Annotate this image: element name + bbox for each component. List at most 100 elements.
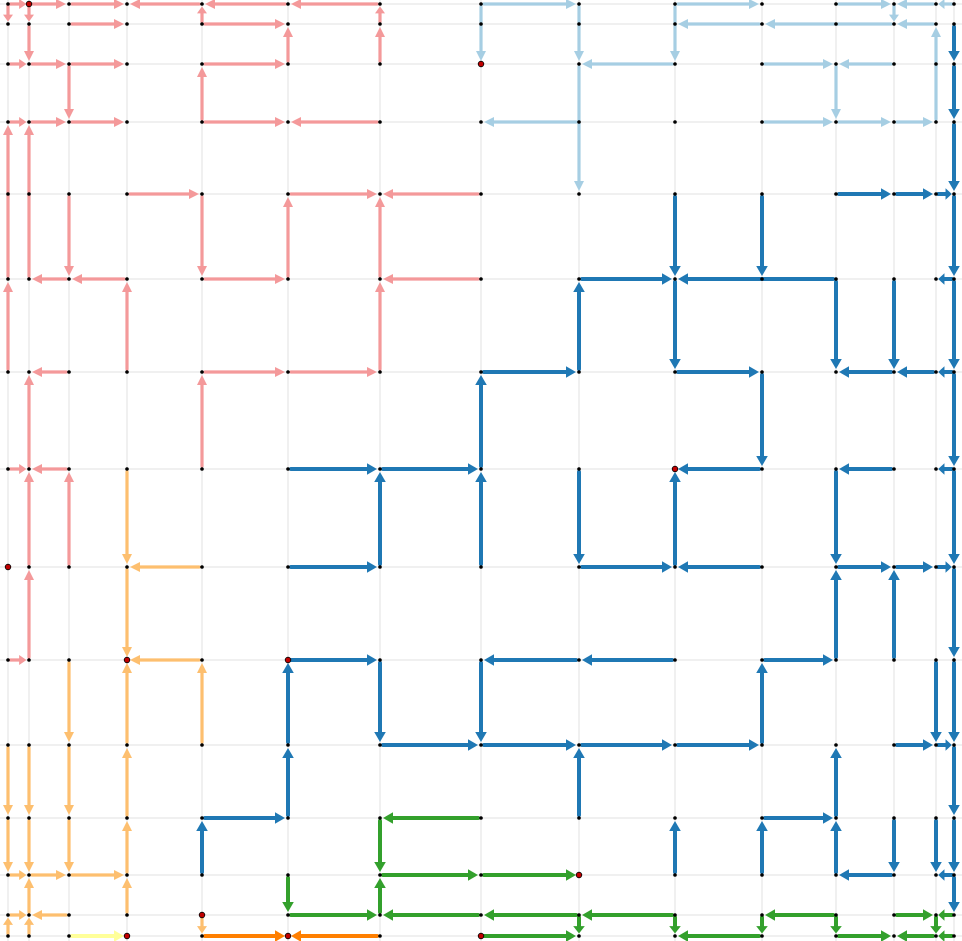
arrow-head	[24, 14, 34, 22]
arrows	[3, 0, 960, 941]
grid-node	[952, 467, 956, 471]
arrow	[830, 915, 842, 934]
arrow	[895, 561, 933, 573]
arrow-head	[662, 561, 672, 573]
arrow	[948, 568, 960, 657]
grid-node	[934, 934, 938, 938]
arrow	[763, 117, 833, 127]
grid-node	[577, 22, 581, 26]
grid-node	[125, 120, 129, 124]
grid-node	[952, 277, 956, 281]
arrow	[374, 878, 386, 914]
arrow-head	[122, 748, 132, 758]
grid-node	[834, 277, 838, 281]
arrow-head	[19, 464, 27, 474]
grid-node	[760, 62, 764, 66]
arrow	[383, 274, 480, 284]
grid-node	[67, 816, 71, 820]
arrow-head	[383, 812, 393, 824]
arrow-head	[375, 6, 385, 14]
arrow-head	[32, 367, 42, 377]
arrow-head	[938, 273, 945, 285]
arrow	[24, 917, 34, 936]
arrow	[948, 746, 960, 815]
grid-node	[577, 120, 581, 124]
arrow	[8, 655, 27, 665]
arrow	[938, 463, 954, 475]
grid-node	[892, 22, 896, 26]
grid-node	[892, 658, 896, 662]
arrow	[678, 561, 761, 573]
arrow-head	[275, 117, 285, 127]
grid-node	[67, 873, 71, 877]
grid-node	[27, 62, 31, 66]
grid-node	[6, 934, 10, 938]
grid-node	[934, 816, 938, 820]
arrow	[24, 570, 34, 659]
grid-node	[934, 62, 938, 66]
grid-node	[834, 743, 838, 747]
arrow	[948, 661, 960, 742]
grid-node	[125, 22, 129, 26]
arrow-head	[24, 878, 34, 888]
arrow-head	[197, 6, 207, 14]
arrow-head	[670, 51, 680, 61]
grid-node	[892, 277, 896, 281]
arrow	[938, 0, 954, 9]
arrow	[831, 65, 841, 119]
arrow	[897, 366, 935, 378]
grid-node	[673, 192, 677, 196]
arrow-head	[948, 805, 960, 815]
arrow	[669, 280, 681, 369]
grid-node	[200, 873, 204, 877]
arrow-head	[897, 930, 907, 941]
arrow	[837, 188, 891, 200]
grid-node	[286, 565, 290, 569]
grid-node	[892, 934, 896, 938]
arrow-head	[756, 663, 768, 673]
grid-node	[27, 467, 31, 471]
arrow	[24, 472, 34, 566]
grid-node	[952, 370, 956, 374]
grid-node	[27, 658, 31, 662]
grid-node	[6, 743, 10, 747]
grid-node	[760, 467, 764, 471]
arrow-head	[839, 869, 849, 881]
arrow	[70, 0, 124, 9]
arrow	[930, 661, 942, 742]
arrow-head	[282, 902, 294, 912]
arrow	[936, 739, 952, 751]
arrow-head	[756, 266, 768, 276]
grid-node	[27, 934, 31, 938]
arrow-head	[948, 109, 960, 119]
arrow-head	[930, 732, 942, 742]
arrow	[484, 909, 578, 921]
arrow	[830, 470, 842, 564]
arrow	[897, 0, 935, 9]
arrow	[32, 910, 68, 920]
arrow-head	[756, 821, 768, 831]
arrow	[3, 819, 13, 872]
arrow-head	[64, 472, 74, 482]
arrow-head	[566, 0, 576, 9]
arrow	[70, 117, 124, 127]
arrow-head	[24, 375, 34, 385]
arrow	[895, 188, 933, 200]
grid-node	[760, 873, 764, 877]
arrow	[122, 748, 132, 817]
arrow-head	[196, 821, 208, 831]
grid-node	[673, 934, 677, 938]
grid-node	[577, 913, 581, 917]
arrow-head	[19, 117, 27, 127]
arrow-head	[830, 554, 842, 564]
arrow	[24, 25, 34, 61]
grid-node	[67, 120, 71, 124]
arrow	[70, 59, 124, 69]
arrow-head	[881, 117, 891, 127]
arrow	[289, 654, 377, 666]
grid-node	[378, 934, 382, 938]
arrow	[3, 917, 13, 936]
arrow	[289, 463, 377, 475]
grid-node	[479, 192, 483, 196]
arrow	[482, 739, 576, 751]
